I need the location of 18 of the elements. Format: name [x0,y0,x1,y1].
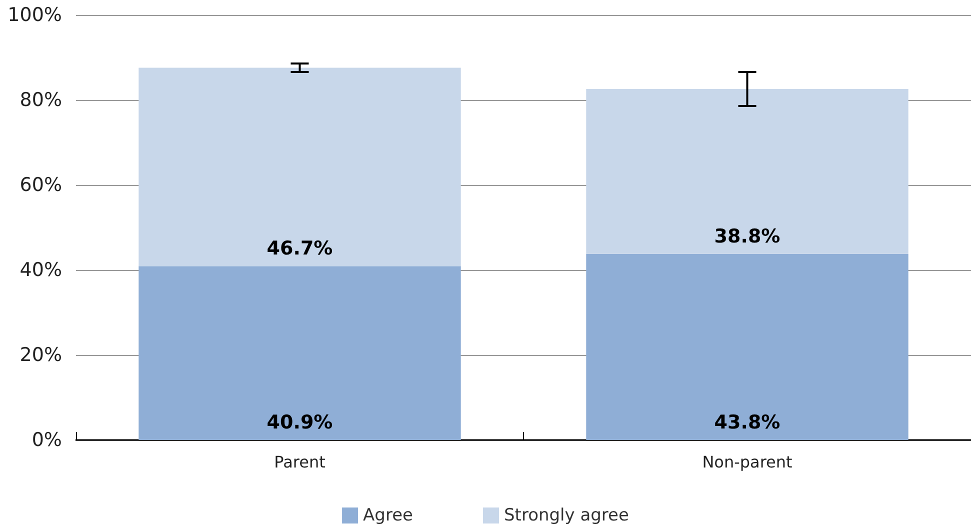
x-tick-label: Non-parent [702,452,792,472]
y-tick-label: 0% [32,429,62,451]
data-label: 38.8% [714,225,780,248]
data-label: 46.7% [266,238,333,260]
y-tick-label: 40% [20,259,62,281]
y-tick-label: 20% [20,344,62,366]
bar [138,266,461,440]
y-tick-label: 60% [20,174,62,196]
legend-label: Agree [363,506,414,526]
y-tick-label: 100% [8,4,62,26]
data-label: 40.9% [266,412,333,434]
data-label: 43.8% [714,412,780,434]
x-tick-label: Parent [274,452,326,472]
bar [586,254,908,440]
y-tick-label: 80% [20,89,62,111]
bar [138,68,461,266]
legend-label: Strongly agree [504,506,629,526]
bar [586,88,908,254]
